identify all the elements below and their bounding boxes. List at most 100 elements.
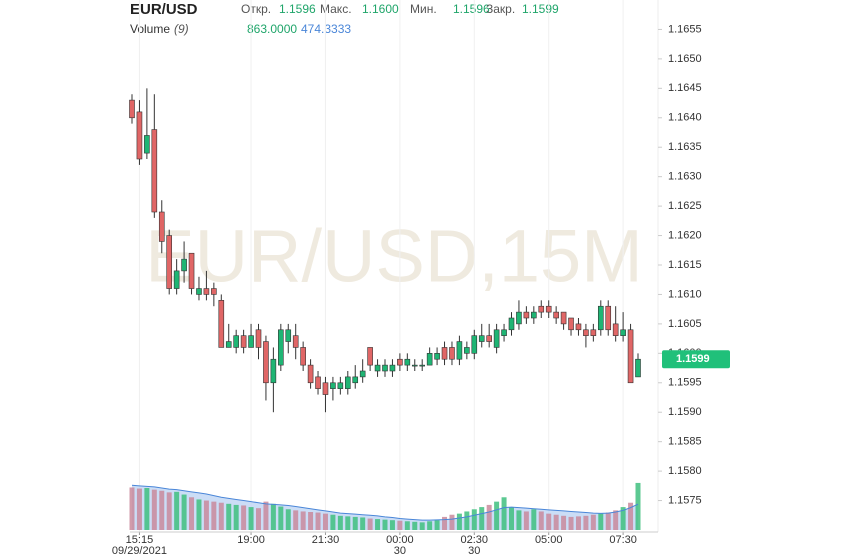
candle-body — [389, 364, 396, 372]
candle-body — [278, 329, 284, 366]
volume-bar — [456, 513, 462, 530]
x-tick-label: 15:15 — [126, 534, 154, 546]
volume-bar — [434, 520, 440, 530]
volume-bar — [278, 506, 284, 530]
candle-body — [501, 329, 507, 336]
volume-bar — [270, 503, 276, 530]
candle-body — [233, 335, 239, 348]
candle-body — [612, 323, 619, 336]
candle-body — [270, 358, 277, 384]
candle-body — [307, 364, 314, 384]
x-date-label: 30 — [394, 545, 406, 557]
candle-body — [218, 300, 225, 348]
volume-bar — [166, 492, 172, 530]
volume-bar — [628, 502, 634, 530]
x-tick-label: 07:30 — [609, 534, 637, 546]
legend-value: 1.1596 — [279, 2, 316, 16]
volume-bar — [337, 515, 343, 530]
y-tick-label: 1.1630 — [668, 171, 702, 183]
volume-bar — [427, 521, 433, 530]
candle-body — [158, 211, 165, 242]
y-tick-label: 1.1605 — [668, 318, 702, 330]
candle-body — [516, 311, 522, 325]
volume-bar — [367, 518, 373, 530]
candle-body — [426, 353, 433, 366]
candle-body — [337, 382, 344, 389]
volume-bar — [144, 488, 150, 530]
y-tick-label: 1.1655 — [668, 23, 702, 35]
candle-body — [575, 323, 582, 331]
candle-body — [568, 317, 574, 331]
volume-bar — [241, 505, 247, 530]
y-tick-label: 1.1640 — [668, 112, 702, 124]
x-date-label: 09/29/2021 — [112, 545, 167, 557]
candle-body — [367, 347, 373, 366]
volume-bar — [375, 519, 381, 530]
volume-bar — [203, 500, 209, 530]
volume-name: Volume — [130, 22, 170, 36]
candle-body — [203, 288, 210, 295]
volume-bar — [129, 487, 135, 530]
candle-body — [597, 305, 604, 331]
volume-bar — [486, 504, 492, 530]
candle-body — [620, 329, 626, 336]
volume-bar — [442, 516, 448, 530]
volume-bar — [516, 510, 522, 530]
volume-bar — [345, 516, 351, 530]
last-price-label: 1.1599 — [676, 353, 710, 365]
volume-value: 863.0000 — [247, 22, 297, 36]
legend-label: Закр. — [486, 2, 515, 16]
volume-bar — [583, 515, 589, 530]
volume-bar — [412, 521, 418, 530]
candle-body — [144, 135, 150, 154]
candle-body — [478, 335, 485, 342]
candle-body — [627, 329, 634, 384]
volume-bar — [218, 502, 224, 530]
volume-bar — [293, 510, 299, 530]
volume-bar — [263, 501, 269, 530]
y-tick-label: 1.1645 — [668, 82, 702, 94]
volume-bar — [501, 497, 507, 530]
candle-body — [553, 311, 559, 319]
candle-body — [560, 311, 567, 325]
y-tick-label: 1.1625 — [668, 200, 702, 212]
x-tick-label: 00:00 — [386, 534, 414, 546]
candle-body — [397, 358, 403, 366]
volume-bar — [620, 507, 626, 530]
volume-bar — [479, 507, 485, 530]
legend-label: Мин. — [410, 2, 437, 16]
volume-bar — [233, 504, 239, 530]
candle-body — [493, 329, 500, 348]
volume-bar — [635, 482, 641, 530]
volume-bar — [494, 501, 500, 530]
y-tick-label: 1.1575 — [668, 494, 702, 506]
candle-body — [292, 335, 299, 348]
legend-label: Откр. — [241, 2, 271, 16]
volume-bar — [151, 489, 157, 530]
x-tick-label: 19:00 — [237, 534, 265, 546]
volume-bar — [159, 490, 165, 530]
volume-bar — [575, 516, 581, 530]
candle-body — [173, 270, 180, 289]
candle-body — [382, 364, 388, 372]
volume-bar — [553, 514, 559, 530]
volume-bar — [538, 511, 544, 530]
volume-period: (9) — [174, 22, 189, 36]
candle-body — [136, 111, 143, 160]
candle-body — [411, 364, 418, 367]
candle-body — [322, 382, 329, 395]
candle-body — [181, 258, 187, 272]
volume-bar — [330, 514, 336, 530]
volume-bar — [136, 488, 142, 530]
volume-bar — [397, 520, 403, 530]
volume-bar — [322, 513, 328, 530]
candle-body — [352, 376, 359, 384]
candle-body — [225, 341, 232, 348]
candle-body — [315, 376, 321, 389]
volume-bar — [360, 517, 366, 530]
volume-ma-value: 474.3333 — [301, 22, 351, 36]
volume-bar — [509, 507, 514, 530]
candle-body — [129, 99, 135, 119]
volume-ma-line — [131, 484, 639, 521]
